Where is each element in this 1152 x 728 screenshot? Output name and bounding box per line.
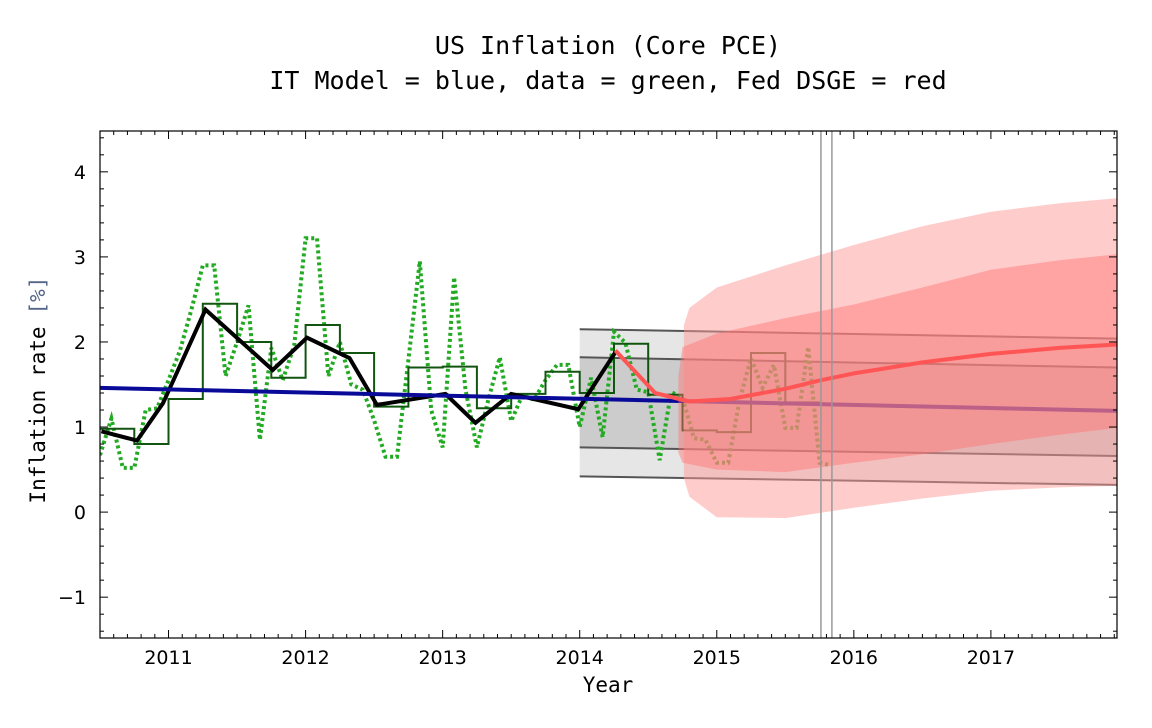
y-tick-label: −1 [58,587,86,609]
x-tick-label: 2011 [144,647,192,669]
y-axis-unit: [%] [26,277,50,315]
x-tick-label: 2014 [556,647,604,669]
axes: −1 0 1 2 3 4 2011 2012 2013 2014 2015 2016 2017 [58,130,1118,669]
x-tick-label: 2012 [281,647,329,669]
x-axis-label: Year [583,673,634,697]
x-tick-label: 2013 [418,647,466,669]
x-tick-label: 2017 [967,647,1015,669]
y-tick-label: 3 [74,247,86,269]
x-tick-label: 2016 [830,647,878,669]
plot-frame [99,130,1118,639]
plot-area [100,131,1117,638]
fed-dsge-inner-band [678,254,1117,473]
chart-subtitle: IT Model = blue, data = green, Fed DSGE … [269,66,946,95]
y-tick-label: 4 [74,162,86,184]
x-tick-label: 2015 [693,647,741,669]
chart-title: US Inflation (Core PCE) [435,31,781,60]
y-tick-label: 2 [74,332,86,354]
y-axis-label: Inflation rate [%] [26,277,50,504]
fed-dsge-outer-band [683,198,1117,519]
y-axis-label-text: Inflation rate [26,326,50,503]
data-smoothed-line [100,306,618,443]
y-tick-label: 1 [74,417,86,439]
y-tick-label: 0 [74,502,86,524]
